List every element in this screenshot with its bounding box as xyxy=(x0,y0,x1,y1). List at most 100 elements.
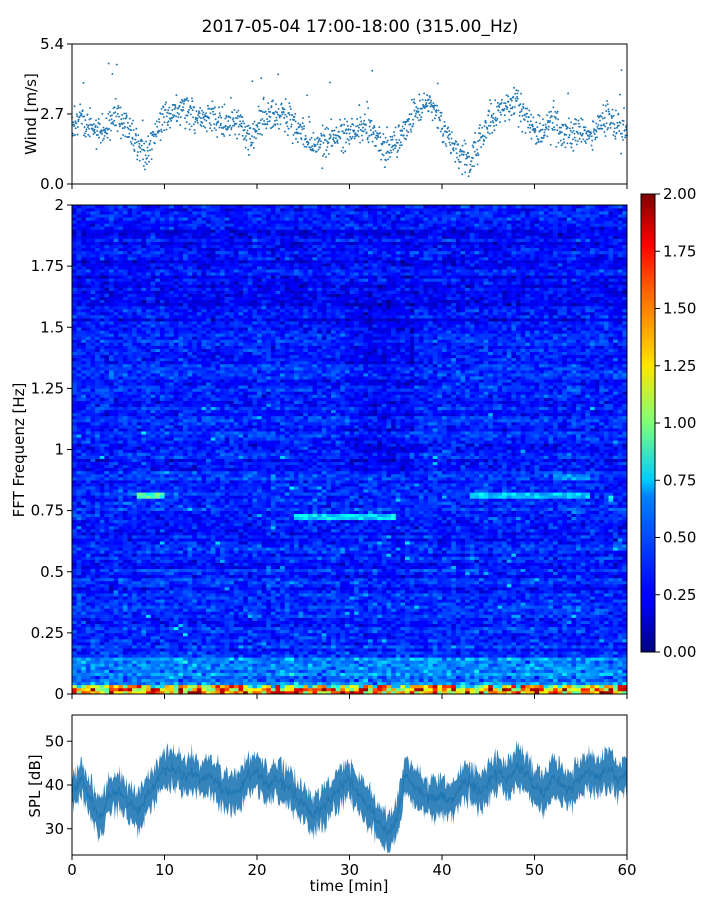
spectrogram-cell xyxy=(91,682,96,685)
spectrogram-cell xyxy=(118,679,123,682)
spectrogram-cell xyxy=(155,648,160,651)
spectrogram-cell xyxy=(437,605,442,608)
spectrogram-cell xyxy=(289,645,294,648)
wind-point xyxy=(137,134,139,136)
wind-point xyxy=(471,160,473,162)
wind-point xyxy=(144,168,146,170)
spectrogram-cell xyxy=(183,685,188,688)
wind-point xyxy=(286,116,288,118)
spectrogram-cell xyxy=(465,618,470,621)
spectrogram-cell xyxy=(539,636,544,639)
wind-point xyxy=(449,133,451,135)
spectrogram-cell xyxy=(271,648,276,651)
spectrogram-cell xyxy=(525,621,530,624)
wind-point xyxy=(489,133,491,135)
spectrogram-cell xyxy=(220,608,225,611)
spectrogram-cell xyxy=(206,639,211,642)
spectrogram-cell xyxy=(442,630,447,633)
spectrogram-cell xyxy=(516,633,521,636)
spectrogram-cell xyxy=(447,621,452,624)
spectrogram-cell xyxy=(155,627,160,630)
spectrogram-cell xyxy=(72,608,77,611)
spectrogram-cell xyxy=(345,627,350,630)
wind-point xyxy=(311,137,313,139)
wind-point xyxy=(135,133,137,135)
spectrogram-cell xyxy=(91,660,96,663)
spectrogram-cell xyxy=(345,682,350,685)
spectrogram-cell xyxy=(86,670,91,673)
spectrogram-cell xyxy=(225,666,230,669)
spectrogram-cell xyxy=(303,621,308,624)
wind-point xyxy=(348,143,350,145)
spectrogram-cell xyxy=(428,648,433,651)
spectrogram-cell xyxy=(382,618,387,621)
spectrogram-cell xyxy=(285,642,290,645)
spectrogram-cell xyxy=(544,673,549,676)
wind-point xyxy=(229,134,231,136)
wind-point xyxy=(202,111,204,113)
spectrogram-cell xyxy=(243,642,248,645)
spectrogram-cell xyxy=(350,624,355,627)
wind-point xyxy=(472,146,474,148)
spectrogram-cell xyxy=(387,651,392,654)
spectrogram-cell xyxy=(553,639,558,642)
spectrogram-cell xyxy=(336,605,341,608)
spectrogram-cell xyxy=(424,624,429,627)
spectrogram-cell xyxy=(548,670,553,673)
wind-point xyxy=(509,111,511,113)
spectrogram-cell xyxy=(266,618,271,621)
spectrogram-cell xyxy=(308,648,313,651)
spectrogram-cell xyxy=(336,630,341,633)
spectrogram-cell xyxy=(424,633,429,636)
spectrogram-cell xyxy=(243,685,248,688)
spectrogram-cell xyxy=(276,627,281,630)
spectrogram-cell xyxy=(377,651,382,654)
spectrogram-cell xyxy=(86,630,91,633)
spectrogram-cell xyxy=(206,627,211,630)
spectrogram-cell xyxy=(502,624,507,627)
wind-point xyxy=(394,135,396,137)
spectrogram-cell xyxy=(109,651,114,654)
spectrogram-cell xyxy=(229,663,234,666)
spectrogram-cell xyxy=(303,615,308,618)
spectrogram-cell xyxy=(220,670,225,673)
spectrogram-cell xyxy=(303,651,308,654)
wind-point xyxy=(572,127,574,129)
spectrogram-cell xyxy=(276,642,281,645)
spectrogram-cell xyxy=(410,621,415,624)
wind-point xyxy=(613,115,615,117)
spectrogram-cell xyxy=(303,639,308,642)
spectrogram-cell xyxy=(498,648,503,651)
spectrogram-cell xyxy=(493,611,498,614)
spectrogram-cell xyxy=(215,688,220,691)
spectrogram-cell xyxy=(331,642,336,645)
spectrogram-cell xyxy=(595,621,600,624)
spectrogram-cell xyxy=(114,605,119,608)
spectrogram-cell xyxy=(595,682,600,685)
wind-point xyxy=(420,116,422,118)
wind-point xyxy=(78,119,80,121)
wind-point xyxy=(585,142,587,144)
spectrogram-cell xyxy=(183,605,188,608)
spectrogram-cell xyxy=(280,657,285,660)
wind-point xyxy=(204,119,206,121)
wind-y-tick-label: 5.4 xyxy=(40,35,64,53)
spectrogram-cell xyxy=(599,621,604,624)
spectrogram-cell xyxy=(585,682,590,685)
spectrogram-cell xyxy=(359,618,364,621)
spectrogram-cell xyxy=(567,618,572,621)
wind-point xyxy=(409,123,411,125)
spectrogram-cell xyxy=(368,648,373,651)
spectrogram-cell xyxy=(248,654,253,657)
spectrogram-cell xyxy=(178,615,183,618)
spectrogram-cell xyxy=(169,648,174,651)
wind-point xyxy=(621,133,623,135)
spectrogram-cell xyxy=(285,611,290,614)
spectrogram-cell xyxy=(271,688,276,691)
spectrogram-cell xyxy=(137,645,142,648)
wind-point xyxy=(592,149,594,151)
spectrogram-cell xyxy=(410,645,415,648)
spectrogram-cell xyxy=(595,660,600,663)
spectrogram-cell xyxy=(239,611,244,614)
spectrogram-cell xyxy=(285,645,290,648)
